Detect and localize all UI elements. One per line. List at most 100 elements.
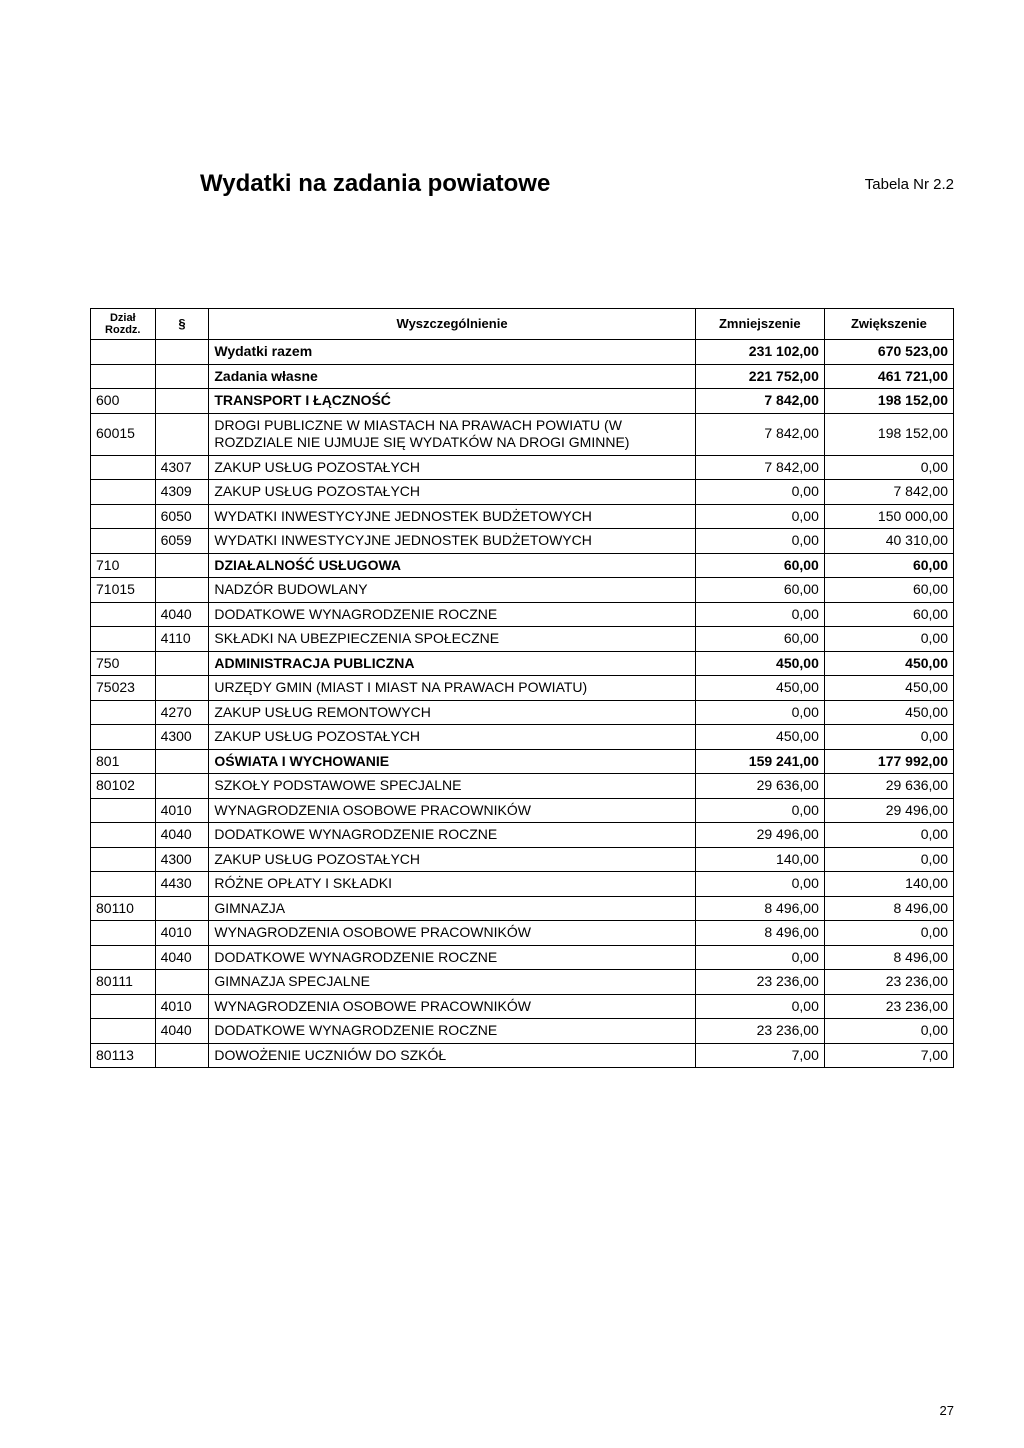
cell-decrease: 23 236,00 bbox=[695, 970, 824, 995]
title-row: Wydatki na zadania powiatowe Tabela Nr 2… bbox=[90, 170, 954, 198]
cell-description: URZĘDY GMIN (MIAST I MIAST NA PRAWACH PO… bbox=[209, 676, 695, 701]
cell-decrease: 0,00 bbox=[695, 480, 824, 505]
cell-description: ZAKUP USŁUG POZOSTAŁYCH bbox=[209, 480, 695, 505]
table-row: 4010WYNAGRODZENIA OSOBOWE PRACOWNIKÓW8 4… bbox=[91, 921, 954, 946]
table-row: 80113DOWOŻENIE UCZNIÓW DO SZKÓŁ7,007,00 bbox=[91, 1043, 954, 1068]
budget-table: Dział Rozdz. § Wyszczególnienie Zmniejsz… bbox=[90, 308, 954, 1068]
cell-description: GIMNAZJA SPECJALNE bbox=[209, 970, 695, 995]
cell-description: ZAKUP USŁUG POZOSTAŁYCH bbox=[209, 725, 695, 750]
cell-paragraph: 4309 bbox=[155, 480, 209, 505]
col-decrease: Zmniejszenie bbox=[695, 309, 824, 340]
cell-dzial bbox=[91, 602, 156, 627]
cell-decrease: 29 636,00 bbox=[695, 774, 824, 799]
cell-decrease: 7 842,00 bbox=[695, 389, 824, 414]
cell-paragraph: 4307 bbox=[155, 455, 209, 480]
cell-dzial bbox=[91, 994, 156, 1019]
cell-decrease: 0,00 bbox=[695, 504, 824, 529]
cell-increase: 0,00 bbox=[824, 627, 953, 652]
cell-description: DROGI PUBLICZNE W MIASTACH NA PRAWACH PO… bbox=[209, 413, 695, 455]
cell-description: WYDATKI INWESTYCYJNE JEDNOSTEK BUDŻETOWY… bbox=[209, 529, 695, 554]
table-row: 71015NADZÓR BUDOWLANY60,0060,00 bbox=[91, 578, 954, 603]
cell-description: TRANSPORT I ŁĄCZNOŚĆ bbox=[209, 389, 695, 414]
cell-increase: 0,00 bbox=[824, 725, 953, 750]
cell-dzial: 60015 bbox=[91, 413, 156, 455]
cell-paragraph bbox=[155, 553, 209, 578]
cell-increase: 461 721,00 bbox=[824, 364, 953, 389]
table-row: 750ADMINISTRACJA PUBLICZNA450,00450,00 bbox=[91, 651, 954, 676]
cell-increase: 198 152,00 bbox=[824, 413, 953, 455]
cell-dzial: 75023 bbox=[91, 676, 156, 701]
table-body: Wydatki razem231 102,00670 523,00 Zadania… bbox=[91, 340, 954, 1068]
cell-paragraph bbox=[155, 364, 209, 389]
cell-increase: 450,00 bbox=[824, 700, 953, 725]
cell-description: DODATKOWE WYNAGRODZENIE ROCZNE bbox=[209, 823, 695, 848]
cell-decrease: 23 236,00 bbox=[695, 1019, 824, 1044]
col-description: Wyszczególnienie bbox=[209, 309, 695, 340]
page-number: 27 bbox=[940, 1403, 954, 1418]
cell-decrease: 60,00 bbox=[695, 578, 824, 603]
cell-dzial bbox=[91, 823, 156, 848]
cell-description: WYNAGRODZENIA OSOBOWE PRACOWNIKÓW bbox=[209, 798, 695, 823]
col-paragraph: § bbox=[155, 309, 209, 340]
cell-increase: 0,00 bbox=[824, 823, 953, 848]
table-row: 4040DODATKOWE WYNAGRODZENIE ROCZNE29 496… bbox=[91, 823, 954, 848]
page-title: Wydatki na zadania powiatowe bbox=[200, 170, 550, 198]
cell-dzial: 80111 bbox=[91, 970, 156, 995]
table-row: 6059WYDATKI INWESTYCYJNE JEDNOSTEK BUDŻE… bbox=[91, 529, 954, 554]
cell-description: Wydatki razem bbox=[209, 340, 695, 365]
cell-description: DODATKOWE WYNAGRODZENIE ROCZNE bbox=[209, 945, 695, 970]
cell-paragraph: 4010 bbox=[155, 994, 209, 1019]
cell-increase: 177 992,00 bbox=[824, 749, 953, 774]
cell-description: DZIAŁALNOŚĆ USŁUGOWA bbox=[209, 553, 695, 578]
cell-dzial: 710 bbox=[91, 553, 156, 578]
cell-paragraph: 4300 bbox=[155, 725, 209, 750]
cell-paragraph: 6059 bbox=[155, 529, 209, 554]
cell-decrease: 0,00 bbox=[695, 602, 824, 627]
cell-paragraph bbox=[155, 651, 209, 676]
table-row: 6050WYDATKI INWESTYCYJNE JEDNOSTEK BUDŻE… bbox=[91, 504, 954, 529]
cell-dzial bbox=[91, 455, 156, 480]
cell-paragraph bbox=[155, 896, 209, 921]
table-row: 75023 URZĘDY GMIN (MIAST I MIAST NA PRAWA… bbox=[91, 676, 954, 701]
page: Wydatki na zadania powiatowe Tabela Nr 2… bbox=[0, 0, 1024, 1448]
cell-decrease: 8 496,00 bbox=[695, 921, 824, 946]
cell-increase: 140,00 bbox=[824, 872, 953, 897]
cell-paragraph bbox=[155, 340, 209, 365]
cell-decrease: 0,00 bbox=[695, 700, 824, 725]
cell-paragraph: 4040 bbox=[155, 945, 209, 970]
cell-dzial bbox=[91, 504, 156, 529]
table-row: 4040DODATKOWE WYNAGRODZENIE ROCZNE23 236… bbox=[91, 1019, 954, 1044]
cell-decrease: 60,00 bbox=[695, 627, 824, 652]
cell-paragraph: 4010 bbox=[155, 921, 209, 946]
cell-description: DODATKOWE WYNAGRODZENIE ROCZNE bbox=[209, 602, 695, 627]
cell-decrease: 0,00 bbox=[695, 945, 824, 970]
cell-paragraph: 4270 bbox=[155, 700, 209, 725]
cell-decrease: 0,00 bbox=[695, 798, 824, 823]
cell-paragraph bbox=[155, 676, 209, 701]
cell-decrease: 450,00 bbox=[695, 725, 824, 750]
cell-decrease: 7 842,00 bbox=[695, 413, 824, 455]
cell-decrease: 450,00 bbox=[695, 651, 824, 676]
cell-dzial: 80102 bbox=[91, 774, 156, 799]
table-row: 4010WYNAGRODZENIA OSOBOWE PRACOWNIKÓW0,0… bbox=[91, 994, 954, 1019]
cell-description: Zadania własne bbox=[209, 364, 695, 389]
cell-increase: 8 496,00 bbox=[824, 896, 953, 921]
cell-increase: 8 496,00 bbox=[824, 945, 953, 970]
cell-dzial bbox=[91, 798, 156, 823]
table-row: 80110GIMNAZJA8 496,008 496,00 bbox=[91, 896, 954, 921]
cell-description: ADMINISTRACJA PUBLICZNA bbox=[209, 651, 695, 676]
cell-paragraph: 6050 bbox=[155, 504, 209, 529]
cell-decrease: 0,00 bbox=[695, 529, 824, 554]
cell-description: WYNAGRODZENIA OSOBOWE PRACOWNIKÓW bbox=[209, 994, 695, 1019]
cell-paragraph bbox=[155, 413, 209, 455]
cell-description: NADZÓR BUDOWLANY bbox=[209, 578, 695, 603]
cell-decrease: 231 102,00 bbox=[695, 340, 824, 365]
table-row: 4309ZAKUP USŁUG POZOSTAŁYCH0,007 842,00 bbox=[91, 480, 954, 505]
cell-increase: 670 523,00 bbox=[824, 340, 953, 365]
cell-decrease: 221 752,00 bbox=[695, 364, 824, 389]
cell-increase: 29 496,00 bbox=[824, 798, 953, 823]
table-row: 4010WYNAGRODZENIA OSOBOWE PRACOWNIKÓW0,0… bbox=[91, 798, 954, 823]
cell-description: GIMNAZJA bbox=[209, 896, 695, 921]
cell-dzial bbox=[91, 872, 156, 897]
cell-increase: 198 152,00 bbox=[824, 389, 953, 414]
